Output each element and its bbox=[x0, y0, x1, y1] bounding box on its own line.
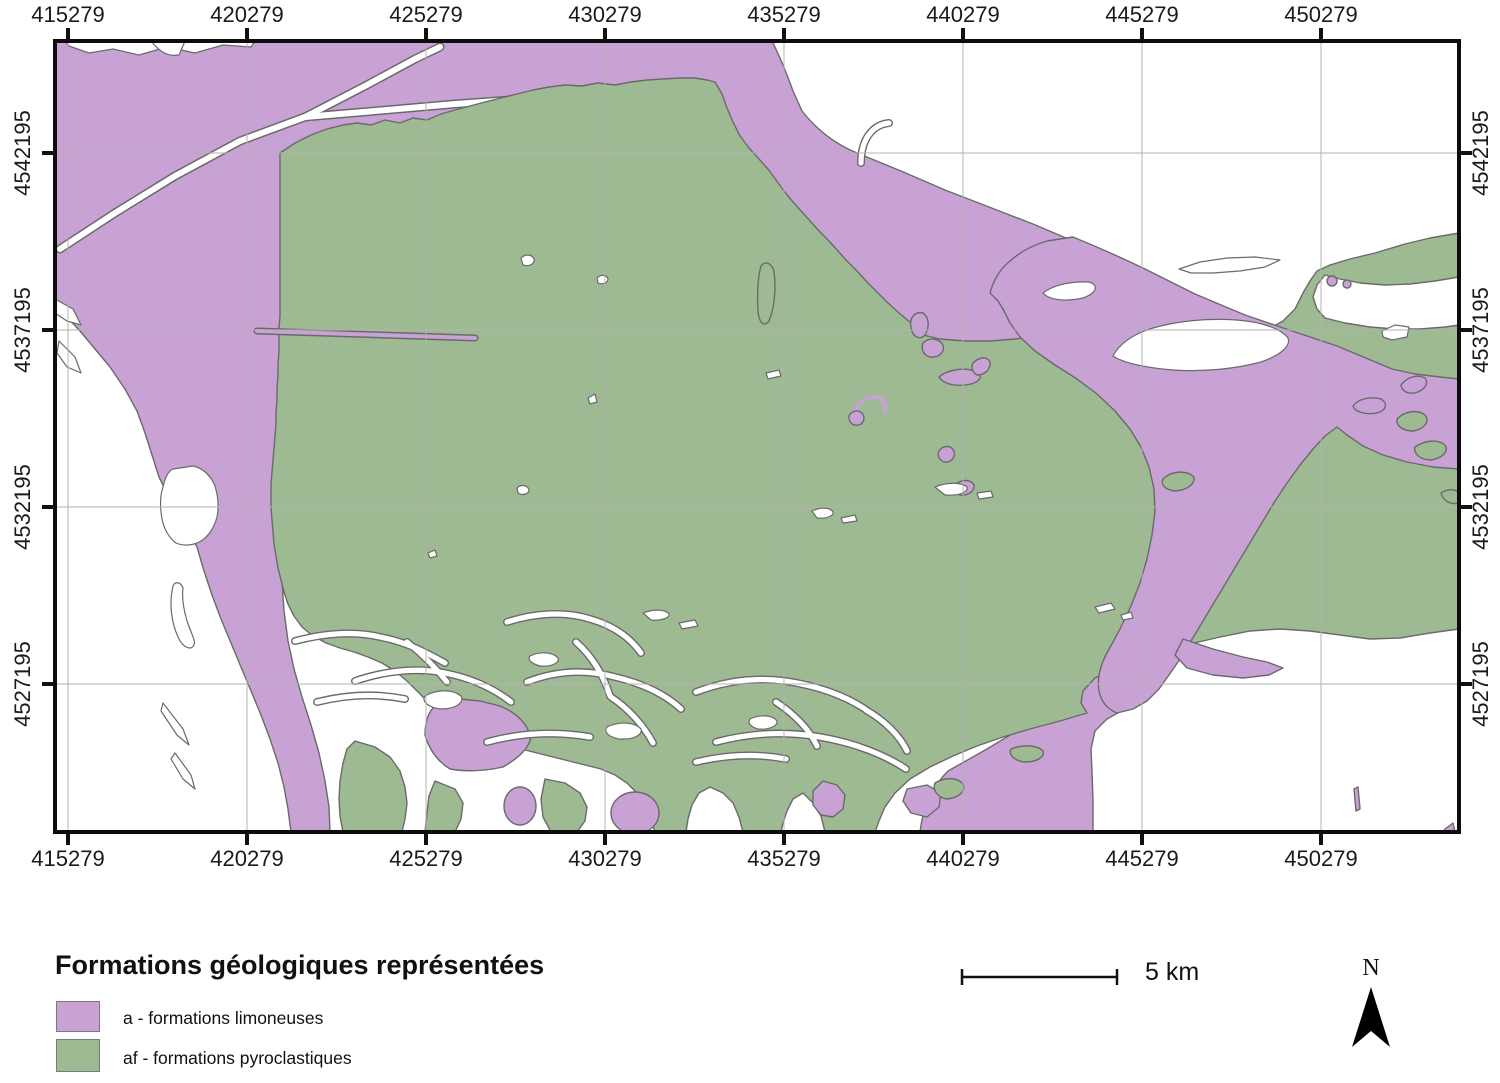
white-speck bbox=[976, 490, 994, 500]
map-area bbox=[55, 41, 1459, 832]
formation-af-patch bbox=[338, 740, 408, 832]
x-axis-label-top: 420279 bbox=[210, 2, 284, 27]
x-axis-label-top: 415279 bbox=[31, 2, 105, 27]
formation-af-island bbox=[756, 262, 776, 325]
x-axis-label-bottom: 420279 bbox=[210, 846, 284, 871]
formation-a-blob bbox=[424, 698, 532, 772]
grid-lines bbox=[55, 41, 1459, 832]
x-axis-label-bottom: 415279 bbox=[31, 846, 105, 871]
white-speck bbox=[1120, 611, 1134, 621]
white-speck bbox=[520, 254, 535, 267]
legend-label-a: a - formations limoneuses bbox=[123, 1008, 324, 1028]
x-axis-label-top: 440279 bbox=[926, 2, 1000, 27]
formation-a-sliver bbox=[1353, 786, 1361, 812]
valley-channel bbox=[302, 44, 443, 120]
formation-a-island bbox=[1400, 375, 1428, 394]
white-speck bbox=[840, 514, 858, 524]
y-axis-label-left: 4527195 bbox=[10, 641, 35, 727]
white-sliver bbox=[170, 582, 196, 649]
white-lens bbox=[1042, 281, 1096, 301]
formation-a-blob bbox=[503, 786, 537, 826]
white-lens bbox=[1178, 256, 1281, 274]
x-axis-label-top: 445279 bbox=[1105, 2, 1179, 27]
white-sliver bbox=[56, 340, 82, 374]
formation-a-blob bbox=[812, 780, 846, 818]
white-speck bbox=[811, 507, 834, 519]
formation-a-hook bbox=[851, 394, 888, 418]
formation-a-island bbox=[1352, 397, 1387, 415]
x-axis-label-bottom: 445279 bbox=[1105, 846, 1179, 871]
formation-a-island bbox=[937, 445, 956, 463]
map-frame bbox=[53, 39, 1461, 834]
white-speck bbox=[934, 482, 968, 496]
formation-af-island bbox=[1009, 745, 1044, 763]
y-axis-label-right: 4532195 bbox=[1468, 464, 1493, 550]
formation-af-island bbox=[1440, 489, 1459, 505]
formation-af-patch bbox=[424, 780, 464, 832]
legend-label-af: af - formations pyroclastiques bbox=[123, 1048, 352, 1068]
y-axis-label-left: 4532195 bbox=[10, 464, 35, 550]
formation-a-blob bbox=[610, 791, 660, 832]
legend-swatch-af bbox=[56, 1039, 100, 1072]
valley-channel bbox=[57, 114, 308, 252]
formation-af-patch bbox=[540, 778, 588, 832]
white-speck bbox=[642, 609, 670, 621]
formation-a-island bbox=[971, 357, 991, 376]
formation-a-blob bbox=[902, 784, 942, 818]
axis-ticks bbox=[42, 28, 1472, 845]
white-speck bbox=[765, 369, 782, 380]
white-lens bbox=[1381, 324, 1410, 341]
x-axis-label-top: 435279 bbox=[747, 2, 821, 27]
formation-a-island bbox=[921, 338, 945, 358]
formation-af-island bbox=[1396, 410, 1428, 432]
formation-a-thin-sliver bbox=[255, 329, 477, 340]
formation-af-island bbox=[1414, 440, 1447, 461]
white-margin-blob bbox=[150, 41, 186, 56]
white-curl bbox=[858, 120, 892, 166]
lake-hole bbox=[160, 465, 219, 546]
y-axis-label-right: 4527195 bbox=[1468, 641, 1493, 727]
x-axis-label-top: 425279 bbox=[389, 2, 463, 27]
white-speck bbox=[516, 484, 530, 496]
white-lens bbox=[1112, 318, 1290, 372]
formation-a-band bbox=[989, 236, 1459, 714]
scale-bar bbox=[960, 969, 1119, 985]
y-axis-label-left: 4537195 bbox=[10, 287, 35, 373]
white-sliver bbox=[170, 752, 196, 790]
formation-af-island bbox=[933, 777, 965, 800]
north-arrow-icon bbox=[1352, 987, 1390, 1047]
formation-af-island bbox=[1161, 471, 1195, 492]
white-speck bbox=[596, 274, 609, 285]
white-speck bbox=[678, 619, 699, 630]
x-axis-label-bottom: 450279 bbox=[1284, 846, 1358, 871]
formation-a-sliver bbox=[1174, 638, 1284, 679]
x-axis-label-bottom: 430279 bbox=[568, 846, 642, 871]
valley-network bbox=[291, 610, 911, 773]
white-sliver bbox=[160, 702, 190, 746]
white-speck bbox=[427, 549, 438, 559]
legend-title: Formations géologiques représentées bbox=[55, 950, 545, 980]
legend-swatch-a bbox=[56, 1001, 100, 1032]
scale-bar-label: 5 km bbox=[1145, 958, 1200, 986]
formation-a-dot bbox=[1342, 279, 1352, 289]
y-axis-label-right: 4542195 bbox=[1468, 110, 1493, 196]
white-speck bbox=[1094, 602, 1116, 614]
x-axis-label-top: 450279 bbox=[1284, 2, 1358, 27]
x-axis-label-bottom: 435279 bbox=[747, 846, 821, 871]
x-axis-label-top: 430279 bbox=[568, 2, 642, 27]
north-label: N bbox=[1362, 955, 1380, 981]
formation-a-island bbox=[909, 311, 929, 339]
formation-a-island bbox=[848, 410, 865, 426]
y-axis-label-left: 4542195 bbox=[10, 110, 35, 196]
y-axis-label-right: 4537195 bbox=[1468, 287, 1493, 373]
x-axis-label-bottom: 425279 bbox=[389, 846, 463, 871]
formation-a-island bbox=[938, 368, 981, 386]
white-speck bbox=[587, 393, 598, 405]
formation-a-dot bbox=[1326, 275, 1338, 287]
x-axis-label-bottom: 440279 bbox=[926, 846, 1000, 871]
